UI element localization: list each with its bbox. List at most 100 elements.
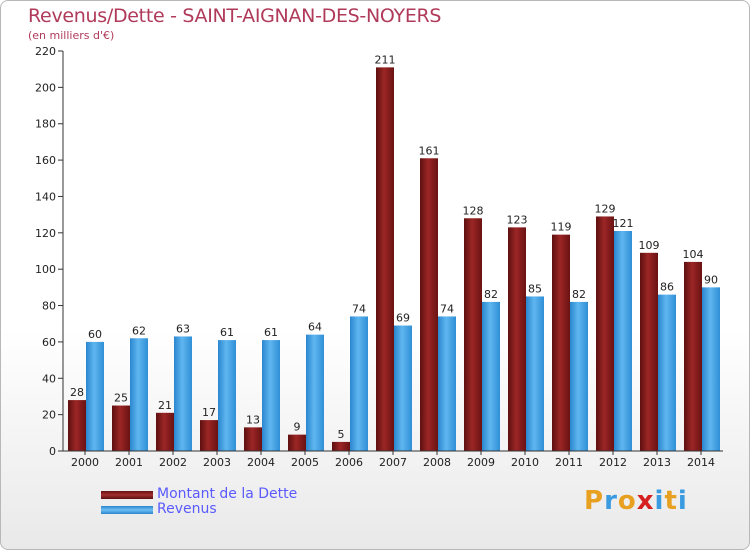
logo-letter: x [636, 486, 655, 516]
bar-revenus [350, 316, 368, 451]
data-label-dette: 119 [551, 221, 572, 234]
y-tick-label: 80 [42, 300, 56, 313]
logo-letter: o [617, 486, 637, 516]
bar-dette [684, 261, 702, 451]
y-tick-label: 100 [35, 263, 56, 276]
y-tick-label: 120 [35, 227, 56, 240]
data-label-dette: 13 [246, 413, 260, 426]
bar-revenus [174, 336, 192, 451]
x-tick-label: 2012 [599, 456, 627, 469]
bar-revenus [438, 316, 456, 451]
data-label-revenus: 62 [132, 324, 146, 337]
data-label-dette: 25 [114, 392, 128, 405]
logo-letter: r [604, 486, 618, 516]
y-tick-label: 140 [35, 190, 56, 203]
x-tick-label: 2005 [291, 456, 319, 469]
data-label-revenus: 90 [704, 273, 718, 286]
bar-dette [332, 441, 350, 451]
chart-title: Revenus/Dette - SAINT-AIGNAN-DES-NOYERS [28, 5, 442, 27]
bar-dette [376, 67, 394, 451]
data-label-revenus: 69 [396, 312, 410, 325]
data-label-revenus: 82 [572, 288, 586, 301]
bar-revenus [614, 231, 632, 451]
x-tick-label: 2007 [379, 456, 407, 469]
bar-dette [244, 427, 262, 451]
data-label-revenus: 85 [528, 282, 542, 295]
legend-label-revenus: Revenus [157, 501, 217, 517]
data-label-revenus: 61 [264, 326, 278, 339]
bar-revenus [702, 287, 720, 451]
legend-swatch-dette [101, 491, 153, 499]
x-tick-label: 2013 [643, 456, 671, 469]
y-tick-label: 20 [42, 409, 56, 422]
y-tick-label: 180 [35, 118, 56, 131]
bar-revenus [306, 334, 324, 451]
bar-dette [288, 434, 306, 451]
x-tick-label: 2014 [687, 456, 715, 469]
data-label-revenus: 64 [308, 321, 322, 334]
data-label-dette: 129 [595, 202, 616, 215]
y-tick-label: 60 [42, 336, 56, 349]
y-tick-label: 160 [35, 154, 56, 167]
bar-revenus [130, 338, 148, 451]
data-label-revenus: 74 [440, 302, 454, 315]
bar-revenus [394, 325, 412, 451]
bar-revenus [482, 301, 500, 451]
bar-dette [464, 218, 482, 451]
data-label-dette: 211 [375, 53, 396, 66]
bar-revenus [86, 341, 104, 451]
legend-label-dette: Montant de la Dette [157, 486, 298, 502]
x-tick-label: 2008 [423, 456, 451, 469]
bar-dette [640, 252, 658, 451]
chart-unit-label: (en milliers d'€) [28, 29, 115, 42]
data-label-revenus: 74 [352, 302, 366, 315]
bar-dette [156, 412, 174, 451]
logo-letter: P [584, 486, 605, 516]
data-label-dette: 21 [158, 399, 172, 412]
bar-dette [552, 234, 570, 451]
data-label-revenus: 63 [176, 322, 190, 335]
x-tick-label: 2002 [159, 456, 187, 469]
bar-revenus [218, 340, 236, 451]
logo-letter: i [654, 486, 665, 516]
data-label-revenus: 61 [220, 326, 234, 339]
bar-revenus [570, 301, 588, 451]
data-label-dette: 123 [507, 213, 528, 226]
data-label-dette: 128 [463, 204, 484, 217]
y-tick-label: 40 [42, 372, 56, 385]
data-label-dette: 104 [683, 248, 704, 261]
data-label-dette: 161 [419, 144, 440, 157]
data-label-dette: 28 [70, 386, 84, 399]
y-tick-label: 200 [35, 81, 56, 94]
bar-revenus [262, 340, 280, 451]
y-tick-label: 220 [35, 45, 56, 58]
x-tick-label: 2001 [115, 456, 143, 469]
data-label-revenus: 60 [88, 328, 102, 341]
data-label-dette: 17 [202, 406, 216, 419]
bar-revenus [526, 296, 544, 451]
bar-dette [68, 400, 86, 451]
logo-letter: t [664, 486, 678, 516]
bar-dette [596, 216, 614, 451]
x-tick-label: 2003 [203, 456, 231, 469]
logo-letter: i [677, 486, 688, 516]
data-label-dette: 109 [639, 239, 660, 252]
data-label-dette: 5 [338, 428, 345, 441]
x-tick-label: 2004 [247, 456, 275, 469]
data-label-revenus: 86 [660, 281, 674, 294]
x-tick-label: 2006 [335, 456, 363, 469]
bar-revenus [658, 294, 676, 451]
data-label-revenus: 82 [484, 288, 498, 301]
data-label-dette: 9 [294, 421, 301, 434]
y-tick-label: 0 [49, 445, 56, 458]
x-tick-label: 2000 [71, 456, 99, 469]
bar-dette [420, 158, 438, 452]
legend-swatch-revenus [101, 506, 153, 514]
data-label-revenus: 121 [613, 217, 634, 230]
x-tick-label: 2009 [467, 456, 495, 469]
x-tick-label: 2011 [555, 456, 583, 469]
x-tick-label: 2010 [511, 456, 539, 469]
bar-dette [508, 227, 526, 451]
